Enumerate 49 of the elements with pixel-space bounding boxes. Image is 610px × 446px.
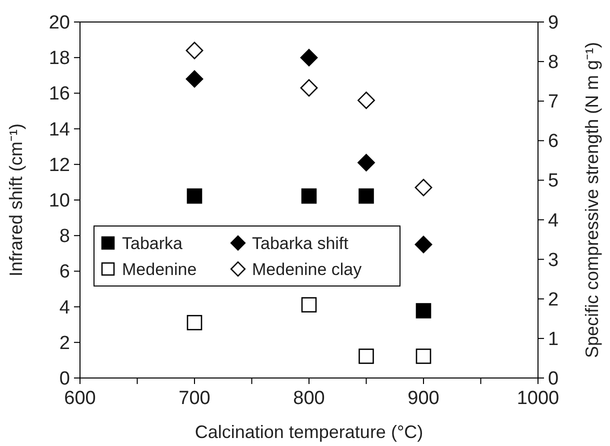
- x-tick-label: 600: [64, 388, 96, 409]
- point: [186, 188, 202, 204]
- y-tick-label: 12: [48, 154, 70, 176]
- y2-tick-label: 8: [548, 52, 559, 74]
- point: [301, 188, 317, 204]
- y-tick-label: 2: [59, 332, 70, 354]
- point: [358, 154, 375, 172]
- y-tick-label: 6: [59, 262, 70, 283]
- y-tick-label: 0: [59, 368, 70, 390]
- y-tick-label: 4: [59, 297, 70, 318]
- y2-tick-label: 4: [548, 210, 559, 232]
- y2-axis-title: Specific compressive strength (N m g⁻¹): [582, 42, 602, 358]
- point: [300, 48, 318, 66]
- y2-tick-label: 9: [548, 12, 559, 34]
- x-axis-title: Calcination temperature (°C): [194, 422, 424, 442]
- y-tick-label: 14: [48, 119, 70, 140]
- point: [301, 297, 317, 312]
- y-axis-title: Infrared shift (cm⁻¹): [6, 123, 26, 277]
- legend-label: Medenine clay: [252, 260, 362, 279]
- x-tick-label: 900: [408, 388, 440, 409]
- x-tick-label: 800: [293, 388, 325, 409]
- point: [186, 42, 204, 60]
- y2-tick-label: 1: [548, 328, 559, 350]
- y2-tick-label: 2: [548, 289, 559, 310]
- point: [416, 303, 432, 318]
- legend-label: Tabarka shift: [252, 234, 349, 253]
- point: [414, 236, 432, 254]
- y2-tick-label: 3: [548, 250, 559, 271]
- x-tick-label: 700: [178, 388, 210, 409]
- point: [186, 70, 204, 88]
- y-tick-label: 20: [48, 12, 70, 34]
- point: [358, 92, 375, 110]
- point: [300, 79, 318, 97]
- y-tick-label: 16: [48, 84, 70, 105]
- point: [416, 348, 432, 364]
- y-tick-label: 10: [48, 190, 70, 212]
- y2-tick-label: 6: [548, 131, 559, 152]
- point: [358, 188, 374, 204]
- y-tick-label: 18: [48, 48, 70, 70]
- y2-tick-label: 5: [548, 170, 559, 192]
- point: [358, 348, 374, 364]
- y2-tick-label: 7: [548, 92, 559, 113]
- legend-label: Medenine: [122, 260, 197, 279]
- y2-tick-label: 0: [548, 368, 559, 390]
- y-tick-label: 8: [59, 226, 70, 248]
- legend-label: Tabarka: [122, 234, 184, 253]
- point: [186, 314, 202, 330]
- point: [414, 178, 432, 196]
- x-tick-label: 1000: [516, 388, 560, 409]
